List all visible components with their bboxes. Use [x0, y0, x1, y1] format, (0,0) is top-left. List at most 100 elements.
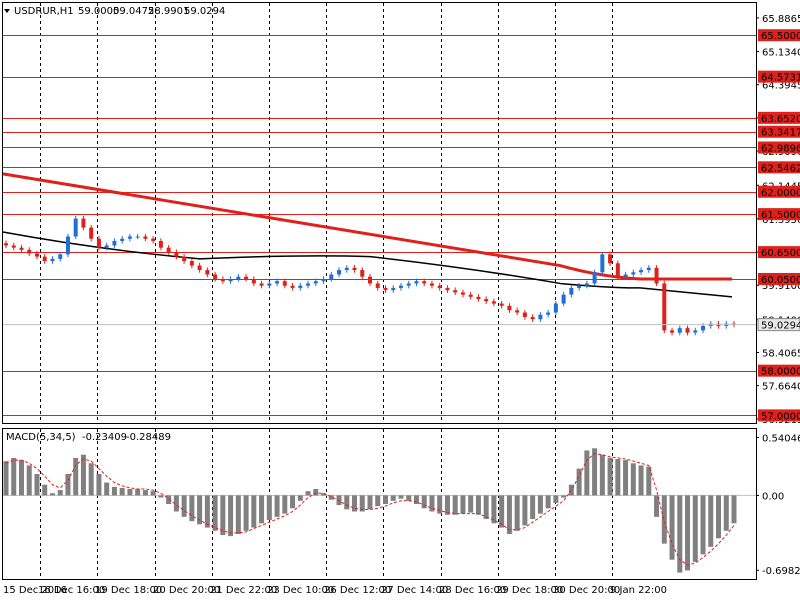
level-price-text: 65.5000	[761, 31, 800, 42]
candle-body	[236, 276, 241, 279]
macd-histogram-bar	[398, 495, 404, 499]
macd-histogram-bar	[158, 495, 164, 498]
macd-header: MACD(5,34,5) -0.23409 -0.28489	[6, 432, 171, 443]
candle-body	[383, 287, 388, 291]
candle-body	[81, 218, 86, 228]
candle-body	[654, 267, 659, 284]
level-price-text: 62.9896	[761, 143, 800, 154]
macd-histogram-bar	[607, 457, 613, 496]
candle-body	[65, 236, 70, 255]
macd-histogram-bar	[530, 495, 536, 519]
macd-main-value: -0.23409	[82, 432, 127, 443]
macd-histogram-bar	[235, 495, 241, 534]
candle-body	[623, 274, 628, 277]
header-high: 59.0472	[113, 6, 154, 17]
macd-histogram-bar	[42, 484, 48, 496]
candle-body	[391, 287, 396, 291]
header-open: 59.0000	[78, 6, 119, 17]
macd-histogram-bar	[266, 495, 272, 521]
moving-averages	[2, 172, 733, 298]
macd-histogram-bar	[491, 495, 497, 524]
macd-histogram-bar	[646, 466, 652, 496]
macd-histogram-bar	[197, 495, 203, 525]
macd-histogram-bar	[135, 489, 141, 496]
price-axis[interactable]: 65.886565.134064.394563.652062.909662.14…	[3, 14, 800, 426]
candle-body	[89, 227, 94, 239]
candle-body	[282, 281, 287, 286]
time-axis-label: 21 Dec 22:00	[210, 585, 277, 596]
macd-histogram-bar	[483, 495, 489, 519]
level-price-text: 60.6500	[761, 248, 800, 259]
macd-histogram-bar	[700, 495, 706, 555]
macd-histogram-bar	[73, 457, 79, 496]
macd-histogram-bar	[561, 495, 567, 498]
candle-body	[34, 253, 39, 257]
level-price-tag	[758, 364, 800, 377]
macd-histogram-bar	[390, 495, 396, 501]
candle-body	[499, 303, 504, 306]
candle-body	[685, 328, 690, 333]
macd-histogram-bar	[220, 495, 226, 536]
macd-histogram-bar	[305, 491, 311, 496]
candle-body	[267, 283, 272, 286]
candle-body	[290, 285, 295, 288]
price-axis-label: 59.9100	[762, 281, 800, 292]
macd-indicator: 0.54046 0.00 -0.6982	[3, 434, 800, 577]
macd-histogram-bar	[96, 474, 102, 496]
candle-body	[515, 310, 520, 313]
candle-body	[577, 285, 582, 288]
macd-panel-frame	[2, 428, 757, 580]
level-price-tag	[758, 161, 800, 174]
candle-body	[174, 252, 179, 257]
candle-body	[337, 270, 342, 275]
candle-body	[58, 254, 63, 259]
macd-histogram-bar	[522, 495, 528, 526]
macd-histogram-bar	[18, 460, 24, 496]
candle-body	[127, 236, 132, 239]
candle-body	[522, 312, 527, 317]
macd-histogram-bar	[3, 461, 9, 496]
candle-body	[306, 283, 311, 286]
candle-body	[592, 272, 597, 284]
candle-body	[701, 325, 706, 331]
macd-histogram-bar	[452, 495, 458, 515]
level-price-tag	[758, 246, 800, 259]
candle-body	[693, 330, 698, 333]
time-axis-label: 20 Dec 20:00	[153, 585, 220, 596]
macd-histogram-bar	[88, 463, 94, 496]
price-axis-label: 64.3945	[762, 81, 800, 92]
macd-histogram-bar	[11, 457, 17, 496]
candle-body	[220, 278, 225, 282]
candle-body	[631, 272, 636, 275]
time-axis-label: 9 Jan 22:00	[610, 585, 667, 596]
candle-body	[677, 328, 682, 333]
macd-histogram-bar	[475, 495, 481, 515]
symbol-header: USDRUR,H1 59.0000 59.0472 58.9901 59.029…	[4, 6, 225, 17]
candle-body	[546, 312, 551, 315]
macd-histogram-bar	[406, 495, 412, 501]
macd-histogram-bar	[49, 493, 55, 496]
macd-histogram-bar	[708, 495, 714, 547]
macd-histogram-bar	[584, 450, 590, 496]
level-price-text: 62.5462	[761, 163, 800, 174]
candle-body	[453, 290, 458, 293]
candle-body	[615, 263, 620, 277]
price-axis-label: 57.6640	[762, 382, 800, 393]
price-panel-frame	[2, 2, 757, 424]
macd-histogram-bar	[321, 493, 327, 496]
dropdown-triangle-icon[interactable]	[4, 9, 10, 13]
candle-body	[662, 283, 667, 331]
macd-histogram-bar	[716, 495, 722, 539]
macd-histogram-bar	[166, 495, 172, 504]
macd-title: MACD(5,34,5)	[6, 432, 76, 443]
macd-histogram-bar	[553, 495, 559, 503]
macd-histogram-bar	[57, 490, 63, 496]
macd-histogram-bar	[26, 465, 32, 496]
candle-body	[228, 278, 233, 282]
macd-histogram-bar	[212, 495, 218, 531]
candle-body	[143, 236, 148, 239]
candle-body	[205, 270, 210, 275]
macd-histogram-bar	[104, 482, 110, 496]
